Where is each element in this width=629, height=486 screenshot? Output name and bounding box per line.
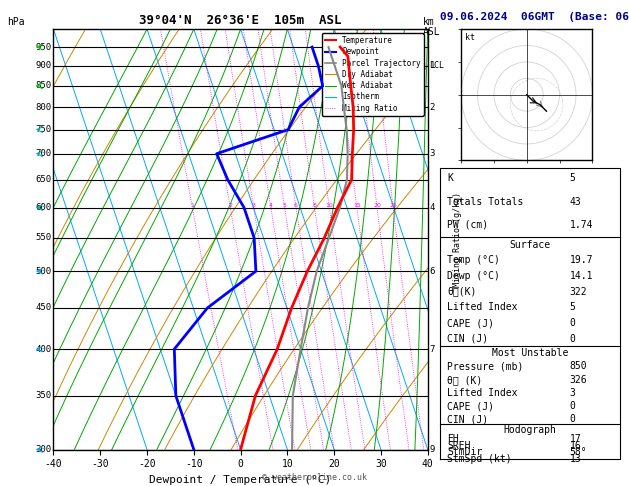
Text: PW (cm): PW (cm): [447, 220, 489, 230]
Text: EH: EH: [447, 434, 459, 444]
Text: 900: 900: [35, 61, 52, 70]
Text: CIN (J): CIN (J): [447, 415, 489, 424]
Text: 5: 5: [569, 174, 576, 183]
Text: km: km: [423, 17, 435, 27]
Text: 600: 600: [35, 203, 52, 212]
Text: 58°: 58°: [569, 447, 587, 457]
Text: Dewp (°C): Dewp (°C): [447, 271, 500, 281]
Text: 13: 13: [569, 454, 581, 464]
Text: ASL: ASL: [423, 27, 440, 37]
Text: 3: 3: [430, 149, 435, 158]
Text: 0: 0: [569, 318, 576, 328]
Text: 550: 550: [35, 233, 52, 243]
Text: 850: 850: [569, 362, 587, 371]
Text: θᴇ(K): θᴇ(K): [447, 287, 477, 296]
Text: 17: 17: [569, 434, 581, 444]
Text: 4: 4: [430, 203, 435, 212]
Text: CAPE (J): CAPE (J): [447, 318, 494, 328]
Text: kt: kt: [465, 33, 475, 42]
Text: 750: 750: [35, 125, 52, 134]
Text: K: K: [447, 174, 454, 183]
Text: Lifted Index: Lifted Index: [447, 388, 518, 398]
Text: 1: 1: [430, 61, 435, 70]
Text: CIN (J): CIN (J): [447, 334, 489, 344]
Text: 16: 16: [569, 440, 581, 451]
Text: 09.06.2024  06GMT  (Base: 06): 09.06.2024 06GMT (Base: 06): [440, 12, 629, 22]
Text: 0: 0: [569, 401, 576, 411]
Text: 6: 6: [294, 203, 298, 208]
Text: LCL: LCL: [430, 61, 445, 70]
X-axis label: Dewpoint / Temperature (°C): Dewpoint / Temperature (°C): [150, 475, 331, 485]
Text: 14.1: 14.1: [569, 271, 593, 281]
Text: 700: 700: [35, 149, 52, 158]
Text: 25: 25: [389, 203, 397, 208]
Text: 326: 326: [569, 375, 587, 385]
Text: 43: 43: [569, 196, 581, 207]
Text: 500: 500: [35, 267, 52, 276]
Text: 0: 0: [569, 415, 576, 424]
Text: 5: 5: [569, 302, 576, 312]
Text: 2: 2: [430, 103, 435, 112]
Text: 10: 10: [325, 203, 333, 208]
Text: 15: 15: [353, 203, 360, 208]
Text: 20: 20: [373, 203, 381, 208]
Text: Mixing Ratio (g/kg): Mixing Ratio (g/kg): [453, 192, 462, 287]
Text: Totals Totals: Totals Totals: [447, 196, 524, 207]
Text: Lifted Index: Lifted Index: [447, 302, 518, 312]
Text: 4: 4: [269, 203, 273, 208]
Text: 1.74: 1.74: [569, 220, 593, 230]
Legend: Temperature, Dewpoint, Parcel Trajectory, Dry Adiabat, Wet Adiabat, Isotherm, Mi: Temperature, Dewpoint, Parcel Trajectory…: [321, 33, 424, 116]
Text: StmDir: StmDir: [447, 447, 482, 457]
Text: 8: 8: [313, 203, 316, 208]
Text: 19.7: 19.7: [569, 255, 593, 265]
Text: 1: 1: [191, 203, 194, 208]
Text: 850: 850: [35, 82, 52, 90]
Text: 350: 350: [35, 391, 52, 400]
Text: 650: 650: [35, 175, 52, 184]
Text: © weatheronline.co.uk: © weatheronline.co.uk: [262, 473, 367, 482]
Text: Surface: Surface: [509, 240, 550, 250]
Text: 5: 5: [282, 203, 286, 208]
Text: θᴇ (K): θᴇ (K): [447, 375, 482, 385]
Text: StmSpd (kt): StmSpd (kt): [447, 454, 512, 464]
Text: Temp (°C): Temp (°C): [447, 255, 500, 265]
Text: Hodograph: Hodograph: [503, 425, 557, 435]
Text: 2: 2: [228, 203, 232, 208]
Text: 450: 450: [35, 303, 52, 312]
Text: SREH: SREH: [447, 440, 471, 451]
Text: 7: 7: [430, 345, 435, 354]
Text: 6: 6: [430, 267, 435, 276]
Text: 3: 3: [569, 388, 576, 398]
Text: Most Unstable: Most Unstable: [492, 348, 568, 358]
Text: 400: 400: [35, 345, 52, 354]
Text: 9: 9: [430, 445, 435, 454]
Text: CAPE (J): CAPE (J): [447, 401, 494, 411]
Text: Pressure (mb): Pressure (mb): [447, 362, 524, 371]
Text: 950: 950: [35, 43, 52, 52]
Text: 0: 0: [569, 334, 576, 344]
Text: 3: 3: [252, 203, 255, 208]
Text: 300: 300: [35, 445, 52, 454]
Text: hPa: hPa: [8, 17, 25, 27]
Title: 39°04'N  26°36'E  105m  ASL: 39°04'N 26°36'E 105m ASL: [140, 14, 342, 27]
Text: 800: 800: [35, 103, 52, 112]
Text: 322: 322: [569, 287, 587, 296]
